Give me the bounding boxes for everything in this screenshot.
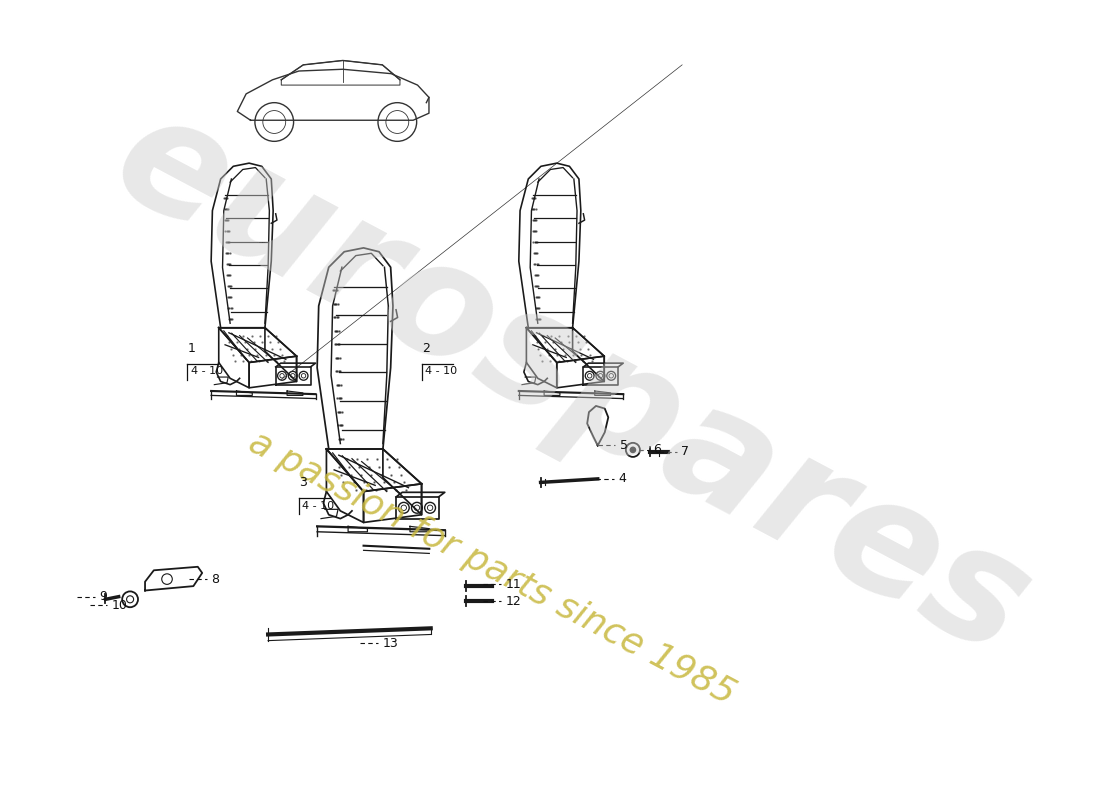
Text: 12: 12 xyxy=(505,594,521,607)
Text: 7: 7 xyxy=(681,445,690,458)
Text: 4: 4 xyxy=(618,472,626,486)
Text: 1: 1 xyxy=(187,342,195,355)
Text: 4 - 10: 4 - 10 xyxy=(190,366,223,376)
Text: eurospares: eurospares xyxy=(89,78,1054,690)
Text: a passion for parts since 1985: a passion for parts since 1985 xyxy=(243,426,741,712)
Text: 10: 10 xyxy=(111,599,128,612)
Text: 4 - 10: 4 - 10 xyxy=(302,501,334,511)
Text: 8: 8 xyxy=(211,573,219,586)
Text: 5: 5 xyxy=(619,439,628,452)
Text: 3: 3 xyxy=(299,477,307,490)
Text: 6: 6 xyxy=(653,443,661,456)
Text: 9: 9 xyxy=(99,590,107,603)
Text: 11: 11 xyxy=(505,578,521,591)
Text: 2: 2 xyxy=(422,342,430,355)
Text: 13: 13 xyxy=(383,637,398,650)
Text: 4 - 10: 4 - 10 xyxy=(426,366,458,376)
Circle shape xyxy=(630,447,636,453)
